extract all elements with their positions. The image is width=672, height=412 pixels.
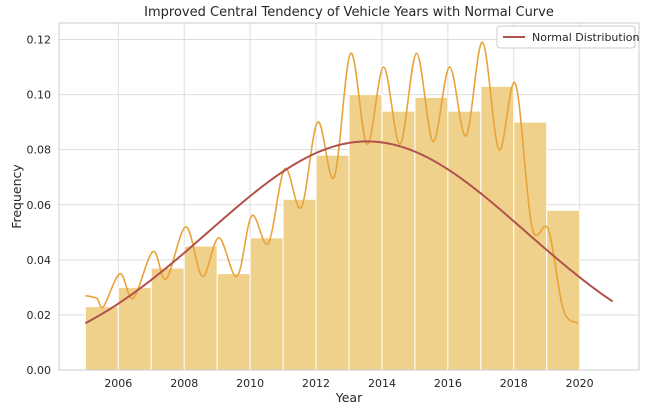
- histogram-bar: [216, 273, 251, 371]
- histogram-bar: [348, 94, 383, 371]
- histogram-bar: [315, 154, 350, 371]
- y-axis-label: Frequency: [9, 164, 24, 229]
- histogram-bar: [381, 110, 416, 371]
- y-tick-labels: 0.00 0.02 0.04 0.06 0.08 0.10 0.12: [27, 34, 52, 377]
- histogram-bar: [183, 245, 218, 371]
- histogram-bar: [282, 198, 317, 371]
- histogram-bar: [480, 85, 515, 371]
- x-tick-label: 2010: [236, 377, 264, 390]
- x-tick-label: 2006: [104, 377, 132, 390]
- kde-curve: [85, 41, 579, 324]
- histogram-bar: [414, 96, 449, 371]
- legend-label-normal: Normal Distribution: [532, 31, 639, 44]
- x-tick-label: 2016: [434, 377, 462, 390]
- normal-distribution-line: [84, 140, 614, 325]
- chart-title: Improved Central Tendency of Vehicle Yea…: [144, 5, 554, 20]
- y-tick-label: 0.10: [27, 89, 52, 102]
- histogram-bar: [84, 306, 119, 371]
- x-tick-label: 2008: [170, 377, 198, 390]
- x-tick-labels: 2006 2008 2010 2012 2014 2016 2018 2020: [104, 377, 593, 390]
- histogram-bar: [447, 110, 482, 371]
- y-tick-label: 0.02: [27, 309, 52, 322]
- kde-layer: [85, 41, 579, 324]
- legend-box: [496, 25, 636, 49]
- y-tick-label: 0.06: [27, 199, 52, 212]
- legend: Normal Distribution: [496, 25, 639, 49]
- x-tick-label: 2012: [302, 377, 330, 390]
- y-tick-label: 0.08: [27, 144, 52, 157]
- normal-layer: [84, 140, 614, 325]
- x-tick-label: 2020: [566, 377, 594, 390]
- histogram-bar: [249, 237, 284, 371]
- histogram-bar: [546, 209, 581, 371]
- x-axis-label: Year: [335, 390, 363, 405]
- y-tick-label: 0.04: [27, 254, 52, 267]
- histogram-bar: [150, 267, 185, 371]
- y-tick-label: 0.00: [27, 364, 52, 377]
- x-tick-label: 2014: [368, 377, 396, 390]
- plot-frame: [58, 22, 640, 371]
- x-tick-label: 2018: [500, 377, 528, 390]
- histogram-bars: [84, 85, 581, 371]
- y-tick-label: 0.12: [27, 34, 52, 47]
